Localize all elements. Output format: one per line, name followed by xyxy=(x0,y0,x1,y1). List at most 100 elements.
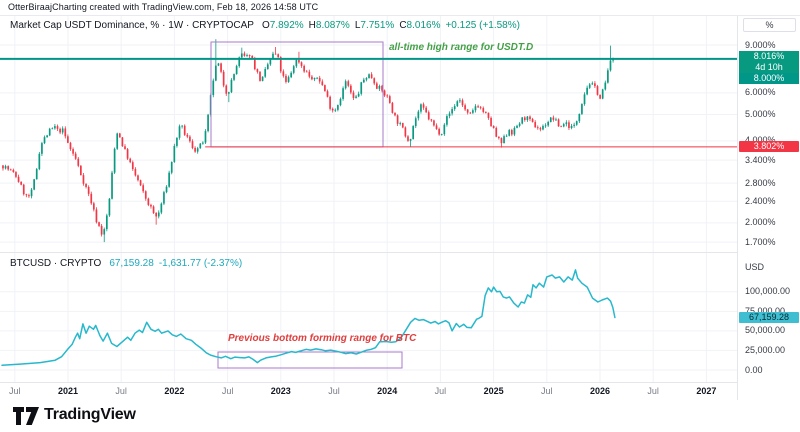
btc-symbol-title[interactable]: BTCUSD · CRYPTO xyxy=(10,258,102,269)
candle-body xyxy=(438,128,440,135)
candle-body xyxy=(9,169,12,171)
candle-body xyxy=(259,71,261,81)
ohlc-close-key: C xyxy=(399,20,407,31)
time-axis[interactable]: Jul 2021 Jul 2022 Jul 2023 Jul 2024 Jul 2025 Jul 20… xyxy=(0,383,737,400)
usdt-range-box[interactable] xyxy=(210,41,384,148)
candle-body xyxy=(552,117,555,120)
candle-body xyxy=(599,94,601,99)
candle-body xyxy=(485,111,487,113)
btcusd-pane[interactable] xyxy=(0,252,737,382)
candle-body xyxy=(7,166,10,170)
candle-body xyxy=(570,125,573,129)
candle-body xyxy=(92,203,95,210)
y-axis-label: 2.000% xyxy=(745,217,776,228)
candle-body xyxy=(61,128,64,133)
candle-body xyxy=(191,141,194,148)
btc-price-line[interactable] xyxy=(1,269,616,367)
candle-body xyxy=(282,71,285,76)
candle-body xyxy=(417,111,420,119)
usdt-ath-annotation[interactable]: all-time high range for USDT.D xyxy=(389,42,534,54)
candle-body xyxy=(233,74,235,80)
candle-body xyxy=(269,58,272,65)
candle-body xyxy=(399,123,402,124)
candle-body xyxy=(41,143,43,154)
candle-body xyxy=(594,83,596,87)
candle-body xyxy=(279,57,282,72)
candle-body xyxy=(375,83,378,89)
candle-body xyxy=(391,102,394,113)
btc-change-value: -1,631.77 (-2.37%) xyxy=(158,258,243,269)
candle-body xyxy=(129,158,132,163)
pane-divider[interactable] xyxy=(0,252,800,253)
candle-body xyxy=(264,69,267,77)
btc-range-box[interactable] xyxy=(217,351,403,369)
candle-body xyxy=(425,107,427,113)
candle-body xyxy=(466,109,469,113)
candle-body xyxy=(173,145,176,162)
candle-body xyxy=(388,96,391,103)
btc-legend[interactable]: BTCUSD · CRYPTO 67,159.28 -1,631.77 (-2.37… xyxy=(10,258,247,269)
candle-body xyxy=(482,108,485,112)
candle-body xyxy=(178,126,181,138)
attribution-text: OtterBiraajCharting created with Trading… xyxy=(8,2,319,12)
candle-body xyxy=(194,147,196,152)
candle-body xyxy=(365,78,368,80)
candle-body xyxy=(248,55,251,56)
candle-body xyxy=(235,66,238,75)
candle-body xyxy=(217,63,220,66)
candle-body xyxy=(472,110,474,113)
btc-bottom-annotation[interactable]: Previous bottom forming range for BTC xyxy=(228,332,417,344)
candle-body xyxy=(118,133,121,138)
candle-body xyxy=(298,59,300,63)
y-axis-label: 4.000% xyxy=(745,135,776,146)
candle-body xyxy=(539,128,542,130)
candle-body xyxy=(207,114,209,132)
candle-body xyxy=(165,186,168,193)
tradingview-logo-icon[interactable] xyxy=(12,405,40,427)
candle-body xyxy=(230,79,233,93)
candle-body xyxy=(479,107,482,109)
candle-body xyxy=(212,80,215,96)
candle-body xyxy=(240,53,243,58)
candle-body xyxy=(560,126,562,128)
candle-body xyxy=(464,105,466,110)
candle-body xyxy=(163,192,165,204)
candle-body xyxy=(67,136,69,143)
candle-body xyxy=(451,109,453,114)
candle-body xyxy=(313,77,316,80)
candle-body xyxy=(111,172,113,199)
candle-body xyxy=(378,85,381,89)
candle-body xyxy=(38,153,41,170)
candle-body xyxy=(529,116,531,120)
candle-body xyxy=(82,175,85,184)
candle-body xyxy=(308,71,311,77)
candle-body xyxy=(435,125,438,129)
candle-body xyxy=(30,189,33,197)
tradingview-logo-text[interactable]: TradingView xyxy=(44,406,136,423)
usdt-legend[interactable]: Market Cap USDT Dominance, % · 1W · CRYP… xyxy=(10,20,525,31)
candle-body xyxy=(69,142,72,150)
candle-body xyxy=(147,198,150,205)
candle-body xyxy=(321,81,324,86)
x-axis-month-label: Jul xyxy=(328,386,340,396)
ohlc-high-key: H xyxy=(308,20,316,31)
candle-body xyxy=(487,112,490,118)
candle-body xyxy=(243,53,246,56)
price-axis[interactable]: % USD 8.016% 4d 10h 8.000% 3.802% 67,159… xyxy=(737,16,800,400)
candle-body xyxy=(510,130,513,135)
candle-body xyxy=(121,137,124,147)
candle-body xyxy=(326,91,329,97)
y-axis-label: 100,000.00 xyxy=(745,286,791,297)
candle-body xyxy=(295,59,298,67)
y-axis-label: 6.000% xyxy=(745,87,776,98)
candle-body xyxy=(100,225,103,235)
percent-unit-toggle[interactable]: % xyxy=(743,18,796,32)
usdt-dominance-pane[interactable] xyxy=(0,16,737,252)
candle-body xyxy=(261,76,264,81)
x-axis-month-label: Jul xyxy=(541,386,553,396)
candle-body xyxy=(409,139,412,141)
candle-body xyxy=(381,85,383,91)
candle-body xyxy=(28,195,30,197)
candle-body xyxy=(414,118,417,127)
usdt-symbol-title[interactable]: Market Cap USDT Dominance, % · 1W · CRYP… xyxy=(10,20,254,31)
